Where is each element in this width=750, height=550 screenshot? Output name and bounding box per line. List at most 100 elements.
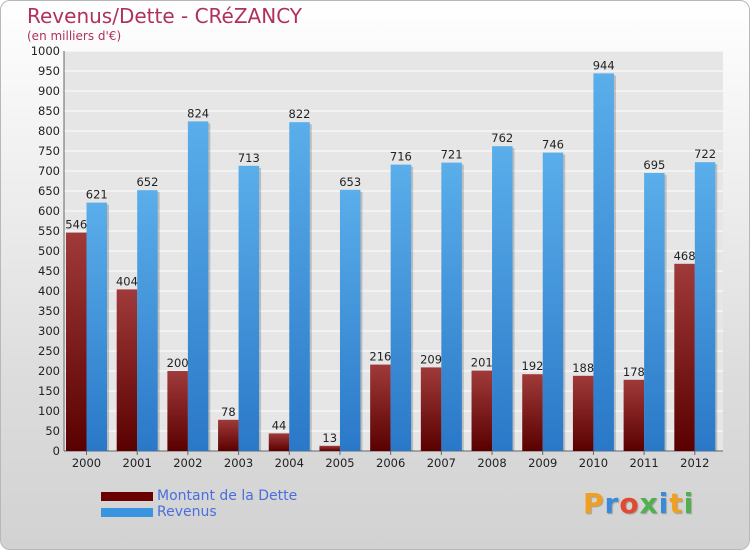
bar-revenus [339, 189, 361, 452]
bar-dette [116, 289, 138, 451]
y-tick-label: 450 [38, 264, 60, 278]
y-tick-label: 200 [38, 364, 60, 378]
data-label: 216 [369, 350, 391, 364]
bar-revenus [137, 190, 158, 451]
legend-swatch-dette [101, 491, 153, 501]
y-tick-label: 50 [45, 424, 60, 438]
logo-letter: x [639, 487, 659, 520]
bar-dette [319, 445, 340, 451]
bar-dette [572, 375, 594, 451]
logo-letter: i [658, 487, 670, 520]
y-tick-label: 500 [38, 244, 60, 258]
bar-dette [623, 379, 645, 451]
label-layer: 546 621 404 652 200 824 78 713 44 822 13 653 216 716 2… [65, 58, 716, 444]
data-label: 653 [339, 175, 361, 189]
data-label: 178 [623, 365, 645, 379]
y-tick-label: 100 [38, 404, 60, 418]
y-tick-label: 0 [53, 444, 60, 458]
x-tick-label: 2007 [427, 456, 456, 470]
bar-dette [218, 419, 239, 451]
data-label: 716 [390, 150, 412, 164]
bar-dette [66, 232, 87, 451]
chart-subtitle: (en milliers d'€) [27, 29, 122, 43]
bar-revenus [238, 165, 260, 452]
data-label: 722 [694, 147, 716, 161]
y-tick-label: 300 [38, 324, 60, 338]
data-label: 762 [491, 131, 513, 145]
data-label: 78 [221, 405, 236, 419]
data-label: 713 [238, 151, 260, 165]
proxiti-logo: Proxiti [583, 487, 694, 520]
bar-revenus [492, 146, 513, 451]
data-label: 824 [187, 106, 209, 120]
y-tick-label: 850 [38, 104, 60, 118]
y-tick-label: 950 [38, 64, 60, 78]
data-label: 201 [471, 356, 493, 370]
bar-revenus [542, 152, 564, 451]
logo-letter: o [619, 487, 640, 520]
y-tick-label: 400 [38, 284, 60, 298]
logo-letter: t [669, 487, 684, 520]
bar-dette [674, 263, 695, 451]
data-label: 44 [272, 418, 287, 432]
bar-dette [370, 364, 391, 451]
logo-letter: P [583, 487, 605, 520]
x-tick-label: 2009 [528, 456, 557, 470]
data-label: 404 [116, 274, 138, 288]
bar-revenus [644, 173, 665, 451]
axis-layer: 0 50 100 150 200 250 300 350 400 450 500 550 600 650 7… [31, 44, 723, 470]
bar-dette [167, 371, 188, 451]
x-tick-label: 2000 [72, 456, 101, 470]
y-tick-label: 800 [38, 124, 60, 138]
bar-revenus [289, 122, 310, 451]
chart-title: Revenus/Dette - CRéZANCY [27, 4, 303, 28]
legend-label-dette: Montant de la Dette [157, 488, 298, 504]
data-label: 944 [593, 58, 615, 72]
data-label: 652 [136, 175, 158, 189]
bar-dette [268, 433, 290, 451]
y-tick-label: 350 [38, 304, 60, 318]
y-tick-label: 650 [38, 184, 60, 198]
bar-revenus [441, 162, 462, 451]
legend: Montant de la Dette Revenus [101, 488, 297, 520]
logo-letter: r [604, 487, 620, 520]
bar-revenus [86, 202, 107, 451]
x-tick-label: 2001 [123, 456, 152, 470]
data-label: 468 [674, 249, 696, 263]
x-tick-label: 2008 [477, 456, 506, 470]
y-tick-label: 150 [38, 384, 60, 398]
bar-dette [420, 367, 442, 451]
x-tick-label: 2004 [275, 456, 304, 470]
y-tick-label: 700 [38, 164, 60, 178]
data-label: 546 [65, 218, 87, 232]
y-tick-label: 900 [38, 84, 60, 98]
bar-revenus [694, 162, 716, 451]
data-label: 695 [643, 158, 665, 172]
bar-dette [471, 370, 493, 451]
data-label: 209 [420, 352, 442, 366]
data-label: 13 [322, 431, 337, 445]
legend-label-revenus: Revenus [157, 504, 217, 520]
bar-layer [66, 73, 718, 452]
data-label: 188 [572, 361, 594, 375]
y-tick-label: 550 [38, 224, 60, 238]
data-label: 192 [522, 359, 544, 373]
x-tick-label: 2002 [173, 456, 202, 470]
bar-revenus [187, 121, 209, 452]
legend-item-dette: Montant de la Dette [101, 488, 297, 504]
data-label: 621 [86, 188, 108, 202]
x-tick-label: 2010 [579, 456, 608, 470]
bar-dette [522, 374, 543, 451]
logo-letter: i [683, 487, 695, 520]
x-tick-label: 2005 [325, 456, 354, 470]
data-label: 200 [167, 356, 189, 370]
y-tick-label: 750 [38, 144, 60, 158]
x-tick-label: 2003 [224, 456, 253, 470]
legend-item-revenus: Revenus [101, 504, 297, 520]
x-tick-label: 2006 [376, 456, 405, 470]
legend-swatch-revenus [101, 507, 153, 517]
y-tick-label: 250 [38, 344, 60, 358]
data-label: 746 [542, 138, 564, 152]
